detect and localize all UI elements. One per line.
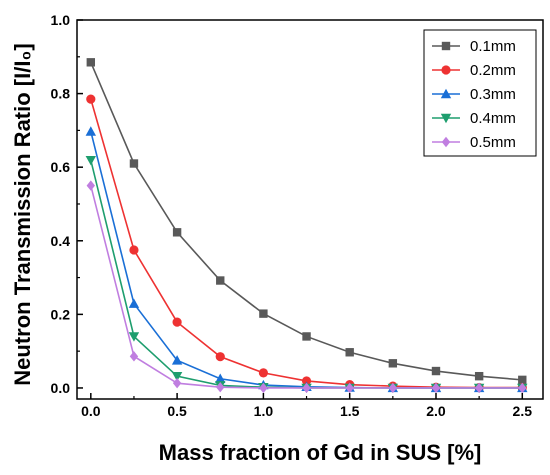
legend-label: 0.2mm xyxy=(470,62,516,79)
data-point xyxy=(518,375,527,385)
series-0.5mm xyxy=(86,180,527,394)
y-tick-label: 0.8 xyxy=(51,86,71,102)
data-point xyxy=(259,382,268,394)
y-tick-label: 0.0 xyxy=(51,380,71,396)
legend-marker xyxy=(441,136,451,148)
data-point xyxy=(474,382,484,394)
plot-frame xyxy=(76,19,544,400)
data-point xyxy=(216,276,225,285)
legend-item: 0.1mm xyxy=(432,38,516,55)
data-point xyxy=(86,58,96,67)
x-axis-title: Mass fraction of Gd in SUS [%] xyxy=(159,440,482,465)
series-line xyxy=(90,160,523,389)
series-line xyxy=(90,131,523,389)
y-tick-label: 0.4 xyxy=(51,233,71,249)
legend-marker xyxy=(440,88,452,99)
data-point xyxy=(215,373,226,383)
legend-item: 0.2mm xyxy=(432,62,516,79)
legend-marker xyxy=(440,113,452,124)
y-tick-label: 1.0 xyxy=(51,12,71,28)
data-point xyxy=(302,382,311,394)
legend-label: 0.4mm xyxy=(470,110,516,127)
data-point xyxy=(172,317,182,327)
x-tick-label: 1.0 xyxy=(254,403,274,419)
legend-marker xyxy=(441,41,451,51)
data-point xyxy=(215,352,225,362)
x-tick-label: 2.0 xyxy=(426,403,446,419)
data-point xyxy=(431,382,441,394)
x-tick-label: 2.5 xyxy=(513,403,533,419)
legend-item: 0.4mm xyxy=(432,110,516,127)
x-tick-label: 1.5 xyxy=(340,403,360,419)
y-axis-title: Neutron Transmission Ratio [I/I₀] xyxy=(10,43,35,385)
data-point xyxy=(301,376,312,386)
legend-label: 0.3mm xyxy=(470,86,516,103)
legend-marker xyxy=(441,65,451,75)
data-point xyxy=(129,159,139,168)
data-point xyxy=(258,368,268,378)
legend-item: 0.3mm xyxy=(432,86,516,103)
y-tick-label: 0.2 xyxy=(51,306,71,322)
legend-item: 0.5mm xyxy=(432,134,516,151)
legend: 0.1mm 0.2mm 0.3mm 0.4mm 0.5mm xyxy=(423,29,537,157)
data-point xyxy=(172,228,182,237)
data-point xyxy=(259,309,268,318)
data-point xyxy=(172,377,182,389)
data-point xyxy=(128,298,140,308)
x-tick-label: 0.0 xyxy=(81,403,101,419)
data-point xyxy=(85,126,97,136)
data-point xyxy=(86,94,96,104)
data-point xyxy=(86,180,96,191)
data-point xyxy=(431,366,441,376)
x-tick-label: 0.5 xyxy=(167,403,187,419)
data-point xyxy=(171,355,183,365)
series-0.1mm xyxy=(86,58,527,385)
data-point xyxy=(216,382,225,393)
series-layer xyxy=(85,58,528,394)
data-point xyxy=(474,371,484,381)
data-point xyxy=(129,245,139,255)
data-point xyxy=(345,348,354,357)
data-point xyxy=(128,332,140,342)
legend-box xyxy=(423,29,537,157)
legend-label: 0.5mm xyxy=(470,134,516,151)
data-point xyxy=(85,155,97,166)
data-point xyxy=(129,351,139,362)
y-tick-label: 0.6 xyxy=(51,159,71,175)
legend-label: 0.1mm xyxy=(470,38,516,55)
data-point xyxy=(345,382,354,394)
data-point xyxy=(302,332,311,341)
data-point xyxy=(388,382,398,394)
axis-layer: 0.0 0.5 1.0 1.5 2.0 2.5 0.0 0.2 0.4 0.6 0.8 1.0 xyxy=(51,12,533,419)
data-point xyxy=(171,371,183,382)
data-point xyxy=(388,359,398,368)
data-point xyxy=(518,382,527,394)
